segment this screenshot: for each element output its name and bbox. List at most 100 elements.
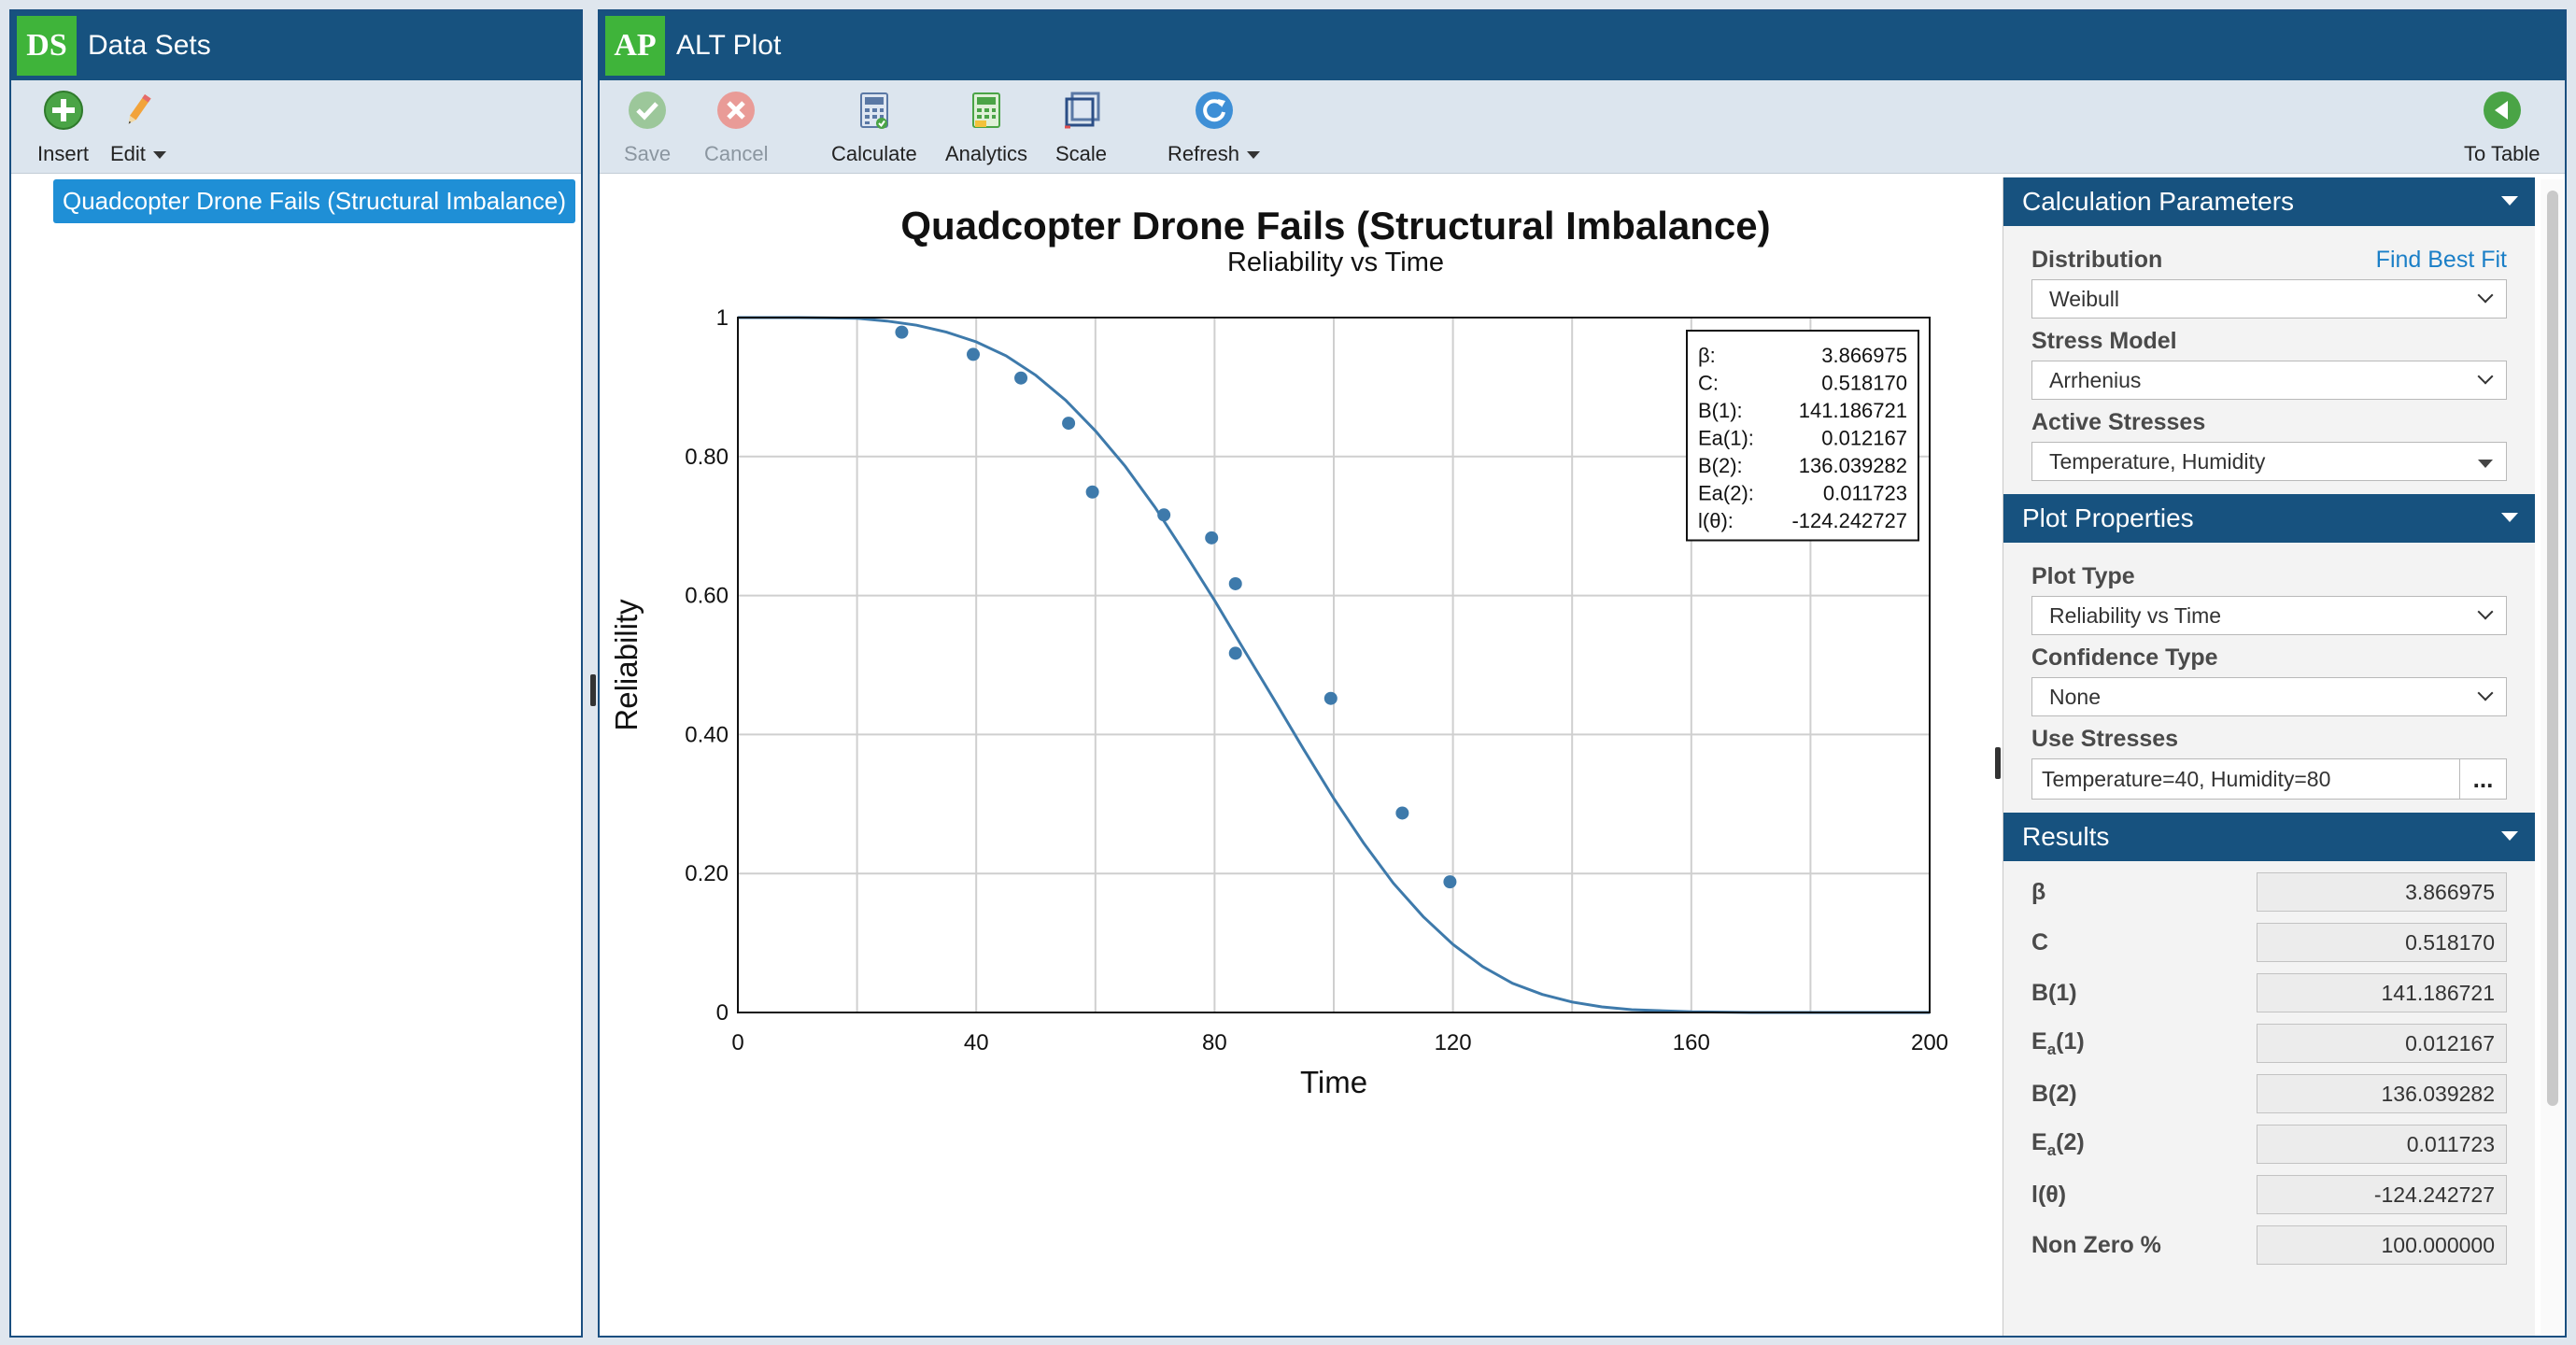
- chart-title: Quadcopter Drone Fails (Structural Imbal…: [900, 204, 1770, 248]
- back-arrow-icon: [2480, 88, 2525, 133]
- analytics-button[interactable]: Analytics: [945, 88, 1027, 166]
- left-splitter-handle[interactable]: [590, 674, 596, 706]
- confidence-type-label: Confidence Type: [2031, 644, 2218, 671]
- plot-type-label: Plot Type: [2031, 563, 2135, 589]
- result-row: Ea(2) 0.011723: [2031, 1119, 2507, 1169]
- confidence-type-select[interactable]: None: [2031, 677, 2507, 716]
- y-tick-label: 0.80: [685, 445, 729, 470]
- result-label: Non Zero %: [2031, 1231, 2161, 1258]
- result-value-field: -124.242727: [2257, 1175, 2507, 1214]
- use-stresses-input[interactable]: Temperature=40, Humidity=80: [2031, 758, 2460, 800]
- legend-key: C:: [1698, 372, 1719, 395]
- data-point: [1228, 576, 1242, 590]
- refresh-button[interactable]: Refresh: [1168, 88, 1261, 166]
- x-tick-label: 200: [1911, 1030, 1948, 1055]
- plot-area: Quadcopter Drone Fails (Structural Imbal…: [590, 177, 1984, 1336]
- active-stresses-label: Active Stresses: [2031, 409, 2206, 435]
- distribution-label-row: Distribution Find Best Fit: [2031, 247, 2507, 274]
- data-point: [1395, 806, 1409, 820]
- result-row: Non Zero % 100.000000: [2031, 1220, 2507, 1270]
- data-point: [1085, 485, 1099, 499]
- y-tick-label: 0.60: [685, 584, 729, 609]
- pencil-icon: [116, 88, 161, 133]
- data-sets-title: Data Sets: [88, 30, 211, 61]
- data-point: [895, 325, 909, 339]
- result-value-field: 0.518170: [2257, 923, 2507, 962]
- fitted-curve: [738, 316, 1930, 1014]
- data-point: [967, 347, 981, 361]
- data-point: [1228, 646, 1242, 660]
- legend-box: [1686, 330, 1919, 542]
- edit-label: Edit: [110, 142, 166, 166]
- alt-plot-header: AP ALT Plot: [600, 11, 2565, 80]
- plot-properties-header[interactable]: Plot Properties: [2003, 494, 2535, 543]
- stress-model-value: Arrhenius: [2049, 367, 2142, 392]
- find-best-fit-link[interactable]: Find Best Fit: [2375, 247, 2507, 273]
- calculation-parameters-header[interactable]: Calculation Parameters: [2003, 177, 2535, 226]
- x-axis-label: Time: [1300, 1065, 1367, 1099]
- analytics-calculator-icon: [964, 88, 1009, 133]
- result-label: C: [2031, 928, 2049, 956]
- result-row: Ea(1) 0.012167: [2031, 1018, 2507, 1069]
- calculate-label: Calculate: [831, 142, 917, 165]
- calculation-parameters-title: Calculation Parameters: [2022, 187, 2295, 216]
- cancel-button[interactable]: Cancel: [704, 88, 768, 166]
- edit-button[interactable]: Edit: [110, 88, 166, 166]
- result-label: B(2): [2031, 1080, 2077, 1107]
- dataset-tree-item[interactable]: Quadcopter Drone Fails (Structural Imbal…: [53, 179, 576, 223]
- save-label: Save: [624, 142, 672, 165]
- alt-plot-panel: AP ALT Plot Save Cancel Calculate Analy: [590, 9, 2567, 1338]
- legend-key: B(2):: [1698, 454, 1743, 477]
- x-tick-label: 80: [1202, 1030, 1227, 1055]
- x-tick-label: 120: [1435, 1030, 1472, 1055]
- active-stresses-select[interactable]: Temperature, Humidity: [2031, 442, 2507, 481]
- save-button[interactable]: Save: [624, 88, 671, 166]
- collapse-icon: [2501, 831, 2518, 841]
- scrollbar-thumb[interactable]: [2547, 191, 2558, 1106]
- data-point: [1205, 531, 1219, 545]
- cancel-label: Cancel: [704, 142, 769, 165]
- plot-properties-title: Plot Properties: [2022, 503, 2194, 532]
- data-point: [1014, 371, 1028, 385]
- to-table-label: To Table: [2464, 142, 2541, 165]
- x-tick-label: 0: [731, 1030, 743, 1055]
- to-table-button[interactable]: To Table: [2464, 88, 2541, 166]
- y-tick-label: 1: [716, 305, 729, 331]
- result-label: Ea(2): [2031, 1128, 2085, 1159]
- results-header[interactable]: Results: [2003, 813, 2535, 861]
- distribution-select[interactable]: Weibull: [2031, 279, 2507, 319]
- legend-value: 3.866975: [1821, 344, 1907, 367]
- stress-model-select[interactable]: Arrhenius: [2031, 361, 2507, 400]
- insert-button[interactable]: Insert: [37, 88, 89, 166]
- edit-caret-icon: [152, 151, 166, 160]
- data-sets-toolbar: Insert Edit: [11, 80, 581, 174]
- analytics-label: Analytics: [945, 142, 1028, 165]
- collapse-icon: [2501, 513, 2518, 522]
- refresh-icon: [1192, 88, 1237, 133]
- legend-value: 0.011723: [1823, 482, 1907, 505]
- x-tick-label: 160: [1673, 1030, 1710, 1055]
- right-splitter-handle[interactable]: [1995, 747, 2001, 779]
- result-value-field: 3.866975: [2257, 872, 2507, 912]
- use-stresses-more-button[interactable]: ...: [2460, 758, 2507, 800]
- properties-scrollbar[interactable]: [2541, 179, 2563, 1334]
- legend-key: β:: [1698, 344, 1716, 367]
- legend-key: l(θ):: [1698, 509, 1734, 532]
- chevron-down-icon: [2477, 368, 2494, 385]
- data-point: [1157, 508, 1171, 522]
- data-point: [1062, 417, 1076, 431]
- plot-type-select[interactable]: Reliability vs Time: [2031, 596, 2507, 635]
- x-tick-label: 40: [964, 1030, 989, 1055]
- y-tick-label: 0: [716, 1000, 729, 1026]
- properties-panel: Calculation Parameters Distribution Find…: [2003, 177, 2535, 1336]
- calculator-icon: [852, 88, 897, 133]
- alt-plot-title: ALT Plot: [676, 30, 782, 61]
- refresh-caret-icon: [1247, 151, 1261, 160]
- calculate-button[interactable]: Calculate: [831, 88, 917, 166]
- data-point: [1443, 875, 1457, 889]
- reliability-chart: Quadcopter Drone Fails (Structural Imbal…: [609, 204, 1948, 1099]
- scale-button[interactable]: Scale: [1055, 88, 1107, 166]
- ap-badge: AP: [605, 16, 665, 76]
- chart-frame: [737, 317, 1931, 1013]
- result-row: C 0.518170: [2031, 917, 2507, 968]
